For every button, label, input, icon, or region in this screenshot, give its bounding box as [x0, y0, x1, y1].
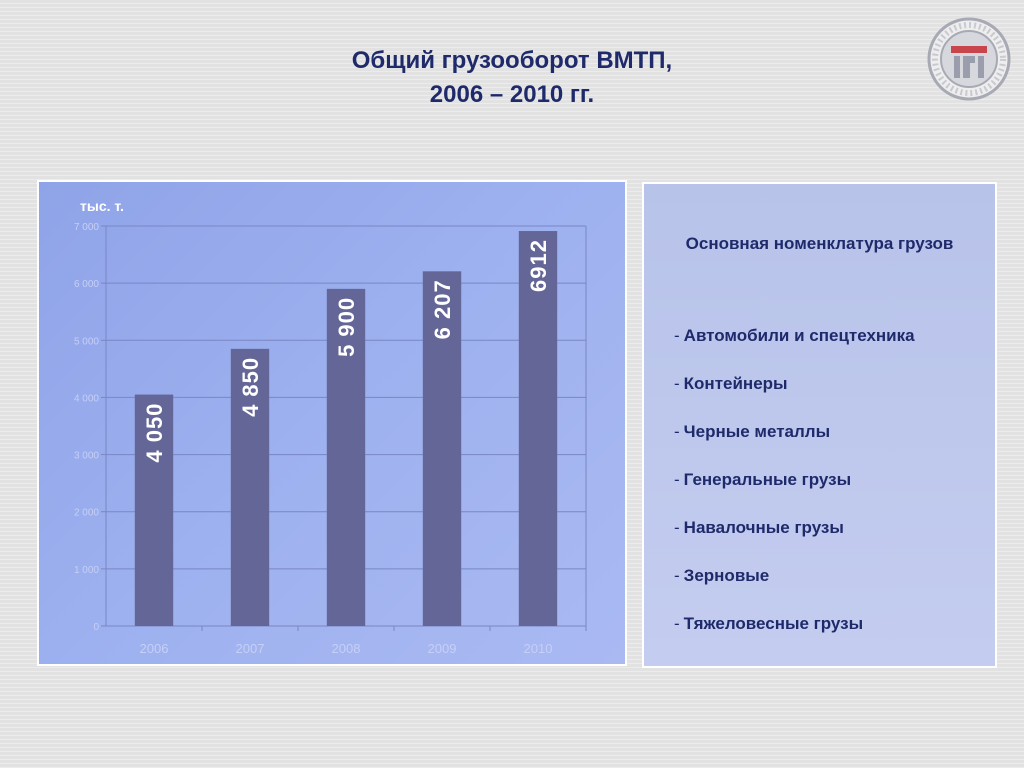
- bar-data-label: 5 900: [334, 297, 359, 357]
- cargo-list-item-label: Контейнеры: [683, 374, 788, 393]
- list-bullet: -: [674, 614, 680, 633]
- bar: [422, 271, 462, 626]
- cargo-list-item-label: Тяжеловесные грузы: [683, 614, 864, 633]
- cargo-list-item: - Автомобили и спецтехника: [674, 326, 915, 374]
- y-tick-label: 3 000: [74, 451, 99, 462]
- cargo-list-item: - Генеральные грузы: [674, 470, 915, 518]
- cargo-list-item-label: Черные металлы: [683, 422, 831, 441]
- cargo-list-item: - Черные металлы: [674, 422, 915, 470]
- cargo-list-item: - Навалочные грузы: [674, 518, 915, 566]
- list-bullet: -: [674, 374, 680, 393]
- cargo-list-item-label: Зерновые: [683, 566, 770, 585]
- bar: [230, 348, 270, 626]
- cargo-list-title: Основная номенклатура грузов: [685, 234, 954, 253]
- y-axis-unit-label: тыс. т.: [80, 198, 124, 214]
- bar-data-label: 6 207: [430, 279, 455, 339]
- cargo-list-item: - Контейнеры: [674, 374, 915, 422]
- x-tick-label: 2008: [332, 641, 361, 656]
- bar: [518, 231, 558, 626]
- y-tick-label: 6 000: [74, 279, 99, 290]
- list-bullet: -: [674, 326, 680, 345]
- cargo-panel: Основная номенклатура грузов - Автомобили…: [642, 182, 997, 668]
- y-tick-label: 7 000: [74, 222, 99, 233]
- x-tick-label: 2009: [428, 641, 457, 656]
- bar: [134, 394, 174, 626]
- cargo-list-item-label: Генеральные грузы: [683, 470, 852, 489]
- y-tick-label: 1 000: [74, 565, 99, 576]
- list-bullet: -: [674, 422, 680, 441]
- x-tick-label: 2010: [524, 641, 553, 656]
- slide-title-line1: Общий грузооборот ВМТП,: [351, 47, 673, 74]
- bar-data-label: 6912: [526, 239, 551, 292]
- bar-data-label: 4 050: [142, 403, 167, 463]
- cargo-list: - Автомобили и спецтехника - Контейнеры - Чер…: [674, 326, 915, 662]
- y-tick-label: 2 000: [74, 508, 99, 519]
- list-bullet: -: [674, 566, 680, 585]
- slide-title-line2: 2006 – 2010 гг.: [429, 81, 595, 108]
- y-tick-label: 5 000: [74, 336, 99, 347]
- list-bullet: -: [674, 518, 680, 537]
- slide-title: Общий грузооборот ВМТП, 2006 – 2010 гг.: [0, 44, 1024, 112]
- port-logo-icon: [927, 17, 1011, 101]
- bar-data-label: 4 850: [238, 357, 263, 417]
- cargo-list-item-label: Навалочные грузы: [683, 518, 844, 537]
- list-bullet: -: [674, 470, 680, 489]
- x-tick-label: 2007: [236, 641, 265, 656]
- x-tick-label: 2006: [140, 641, 169, 656]
- cargo-list-item: - Зерновые: [674, 566, 915, 614]
- cargo-list-item-label: Автомобили и спецтехника: [683, 326, 915, 345]
- y-tick-label: 4 000: [74, 393, 99, 404]
- cargo-list-item: - Тяжеловесные грузы: [674, 614, 915, 662]
- y-tick-label: 0: [93, 622, 99, 633]
- bar: [326, 288, 366, 626]
